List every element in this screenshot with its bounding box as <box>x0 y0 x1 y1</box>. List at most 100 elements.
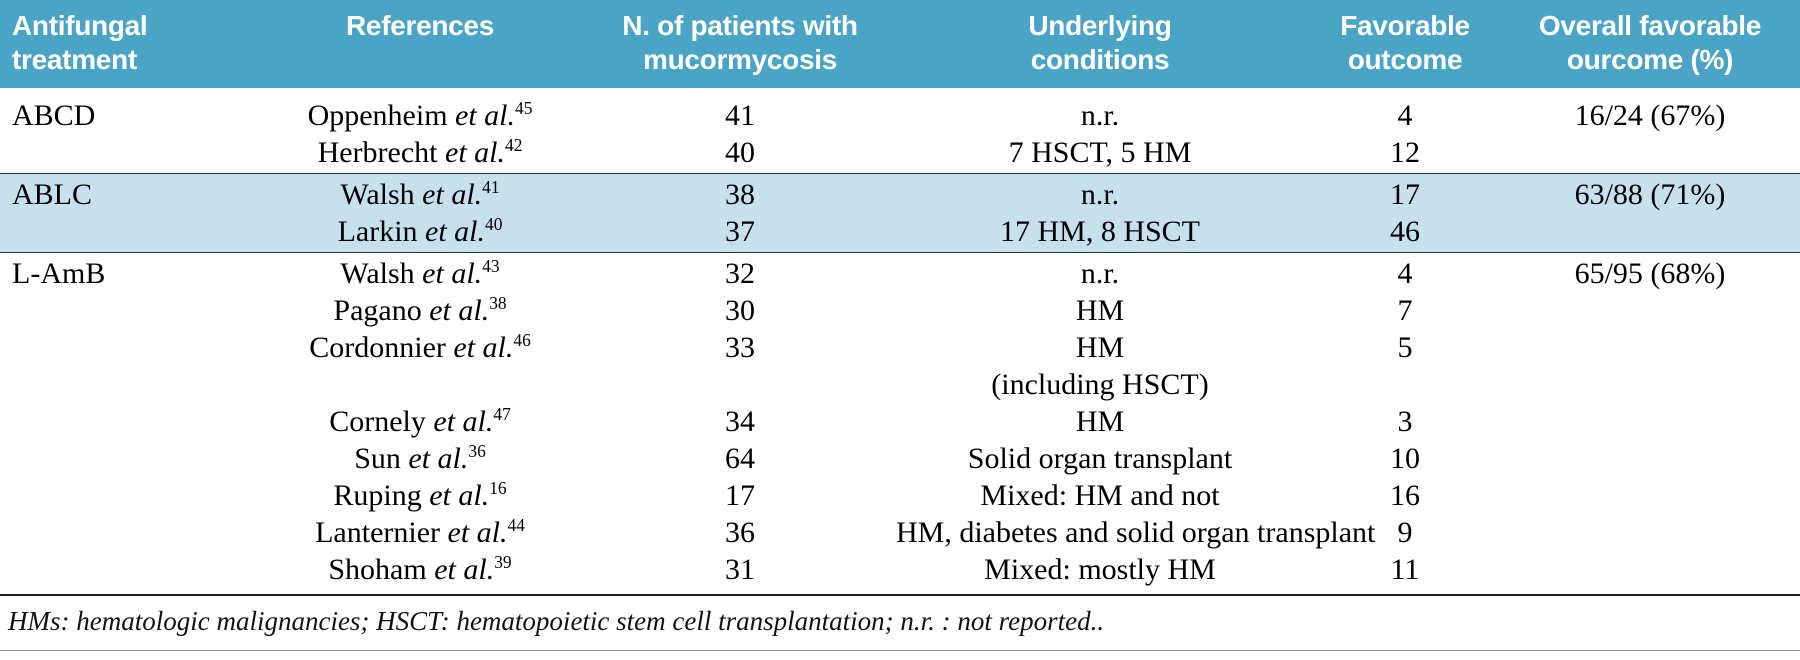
n-patients-cell: 64 <box>725 442 755 475</box>
treatment-cell: ABCD <box>12 99 96 132</box>
table-row: Cordonnier et al.46 33 HM (including HSCT) 5 <box>0 329 1800 403</box>
reference-author: Lanternier <box>315 516 448 549</box>
treatment-cell <box>0 403 250 440</box>
n-patients-cell: 37 <box>590 213 890 253</box>
reference-author: Ruping <box>333 479 430 512</box>
reference-author: Sun <box>354 442 409 475</box>
reference-cell: Ruping et al.16 <box>250 477 590 514</box>
table-row: Larkin et al.40 37 17 HM, 8 HSCT 46 <box>0 213 1800 253</box>
condition-line: Mixed: mostly HM <box>984 553 1216 586</box>
table-body: ABCD Oppenheim et al.45 41 n.r. 4 16/24 (67%)… <box>0 88 1800 590</box>
n-patients-cell: 36 <box>725 516 755 549</box>
reference-cell: Shoham et al.39 <box>250 551 590 590</box>
reference-etal: et al. <box>445 136 506 169</box>
condition-line: HM <box>1075 294 1125 327</box>
reference-cell: Cornely et al.47 <box>250 403 590 440</box>
reference-author: Cornely <box>329 405 434 438</box>
header-references: References <box>250 0 590 88</box>
conditions-cell: Mixed: HM and not <box>890 477 1310 514</box>
condition-line: HM <box>1075 331 1125 364</box>
overall-favorable-cell: 65/95 (68%) <box>1500 252 1800 292</box>
conditions-cell: n.r. <box>890 252 1310 292</box>
treatment-cell <box>0 329 250 403</box>
treatment-cell <box>0 213 250 253</box>
table-row: L-AmB Walsh et al.43 32 n.r. 4 65/95 (68%) <box>0 252 1800 292</box>
favorable-outcome-cell: 17 <box>1310 173 1500 213</box>
reference-author: Walsh <box>340 178 423 211</box>
overall-favorable-cell <box>1500 403 1800 440</box>
reference-etal: et al. <box>425 215 486 248</box>
reference-number: 38 <box>489 293 507 313</box>
condition-line: (including HSCT) <box>991 368 1209 401</box>
condition-line: 17 HM, 8 HSCT <box>999 215 1201 248</box>
reference-cell: Oppenheim et al.45 <box>250 88 590 134</box>
conditions-cell: HM (including HSCT) <box>890 329 1310 403</box>
reference-etal: et al. <box>453 331 514 364</box>
condition-line: n.r. <box>1080 99 1120 132</box>
conditions-cell: 17 HM, 8 HSCT <box>890 213 1310 253</box>
condition-line: Mixed: HM and not <box>980 479 1220 512</box>
conditions-cell: Mixed: mostly HM <box>890 551 1310 590</box>
favorable-outcome-cell: 16 <box>1390 479 1420 512</box>
overall-favorable-cell <box>1500 134 1800 174</box>
table-row: ABCD Oppenheim et al.45 41 n.r. 4 16/24 (67%) <box>0 88 1800 134</box>
table-row: Ruping et al.16 17 Mixed: HM and not 16 <box>0 477 1800 514</box>
reference-number: 43 <box>482 256 500 276</box>
n-patients-cell: 34 <box>725 405 755 438</box>
favorable-outcome-cell: 4 <box>1310 252 1500 292</box>
header-overall-favorable-outcome: Overall favorable ourcome (%) <box>1500 0 1800 88</box>
reference-number: 44 <box>507 515 525 535</box>
condition-line: HM, diabetes and solid organ transplant <box>896 516 1376 549</box>
favorable-outcome-cell: 46 <box>1310 213 1500 253</box>
reference-etal: et al. <box>429 479 490 512</box>
overall-favorable-cell <box>1500 292 1800 329</box>
reference-number: 41 <box>482 177 500 197</box>
reference-author: Pagano <box>333 294 430 327</box>
reference-number: 45 <box>515 98 533 118</box>
header-favorable-outcome: Favorable outcome <box>1310 0 1500 88</box>
reference-cell: Cordonnier et al.46 <box>250 329 590 403</box>
table-row: Herbrecht et al.42 40 7 HSCT, 5 HM 12 <box>0 134 1800 174</box>
treatment-cell: ABLC <box>0 173 250 213</box>
treatment-cell <box>0 134 250 174</box>
treatment-cell <box>0 514 250 551</box>
conditions-cell: HM, diabetes and solid organ transplant <box>890 514 1376 551</box>
reference-author: Herbrecht <box>317 136 446 169</box>
table-row: Sun et al.36 64 Solid organ transplant 10 <box>0 440 1800 477</box>
reference-cell: Sun et al.36 <box>250 440 590 477</box>
overall-favorable-cell: 63/88 (71%) <box>1500 173 1800 213</box>
reference-cell: Herbrecht et al.42 <box>250 134 590 174</box>
favorable-outcome-cell: 9 <box>1397 516 1413 549</box>
reference-author: Shoham <box>328 553 435 586</box>
condition-line: Solid organ transplant <box>967 442 1233 475</box>
favorable-outcome-cell: 3 <box>1397 405 1413 438</box>
reference-cell: Pagano et al.38 <box>250 292 590 329</box>
table-row: Pagano et al.38 30 HM 7 <box>0 292 1800 329</box>
header-antifungal-treatment: Antifungal treatment <box>0 0 250 88</box>
reference-author: Walsh <box>340 257 423 290</box>
overall-favorable-cell <box>1500 440 1800 477</box>
n-patients-cell: 32 <box>590 252 890 292</box>
overall-favorable-cell <box>1500 551 1800 590</box>
table-row: ABLC Walsh et al.41 38 n.r. 17 63/88 (71%) <box>0 173 1800 213</box>
treatment-cell: L-AmB <box>0 252 250 292</box>
table-row: Shoham et al.39 31 Mixed: mostly HM 11 <box>0 551 1800 590</box>
favorable-outcome-cell: 10 <box>1390 442 1420 475</box>
treatment-cell <box>0 477 250 514</box>
reference-number: 46 <box>513 330 531 350</box>
n-patients-cell: 40 <box>725 136 755 169</box>
favorable-outcome-cell: 4 <box>1397 99 1413 132</box>
n-patients-cell: 41 <box>725 99 755 132</box>
conditions-cell: n.r. <box>890 173 1310 213</box>
n-patients-cell: 38 <box>590 173 890 213</box>
footnote-area: HMs: hematologic malignancies; HSCT: hem… <box>0 594 1800 651</box>
n-patients-cell: 33 <box>725 331 755 364</box>
reference-cell: Lanternier et al.44 <box>250 514 590 551</box>
conditions-cell: HM <box>890 292 1310 329</box>
reference-number: 36 <box>468 441 486 461</box>
reference-etal: et al. <box>455 99 516 132</box>
table-row: Lanternier et al.44 36 HM, diabetes and so… <box>0 514 1800 551</box>
reference-etal: et al. <box>408 442 469 475</box>
reference-number: 16 <box>489 478 507 498</box>
